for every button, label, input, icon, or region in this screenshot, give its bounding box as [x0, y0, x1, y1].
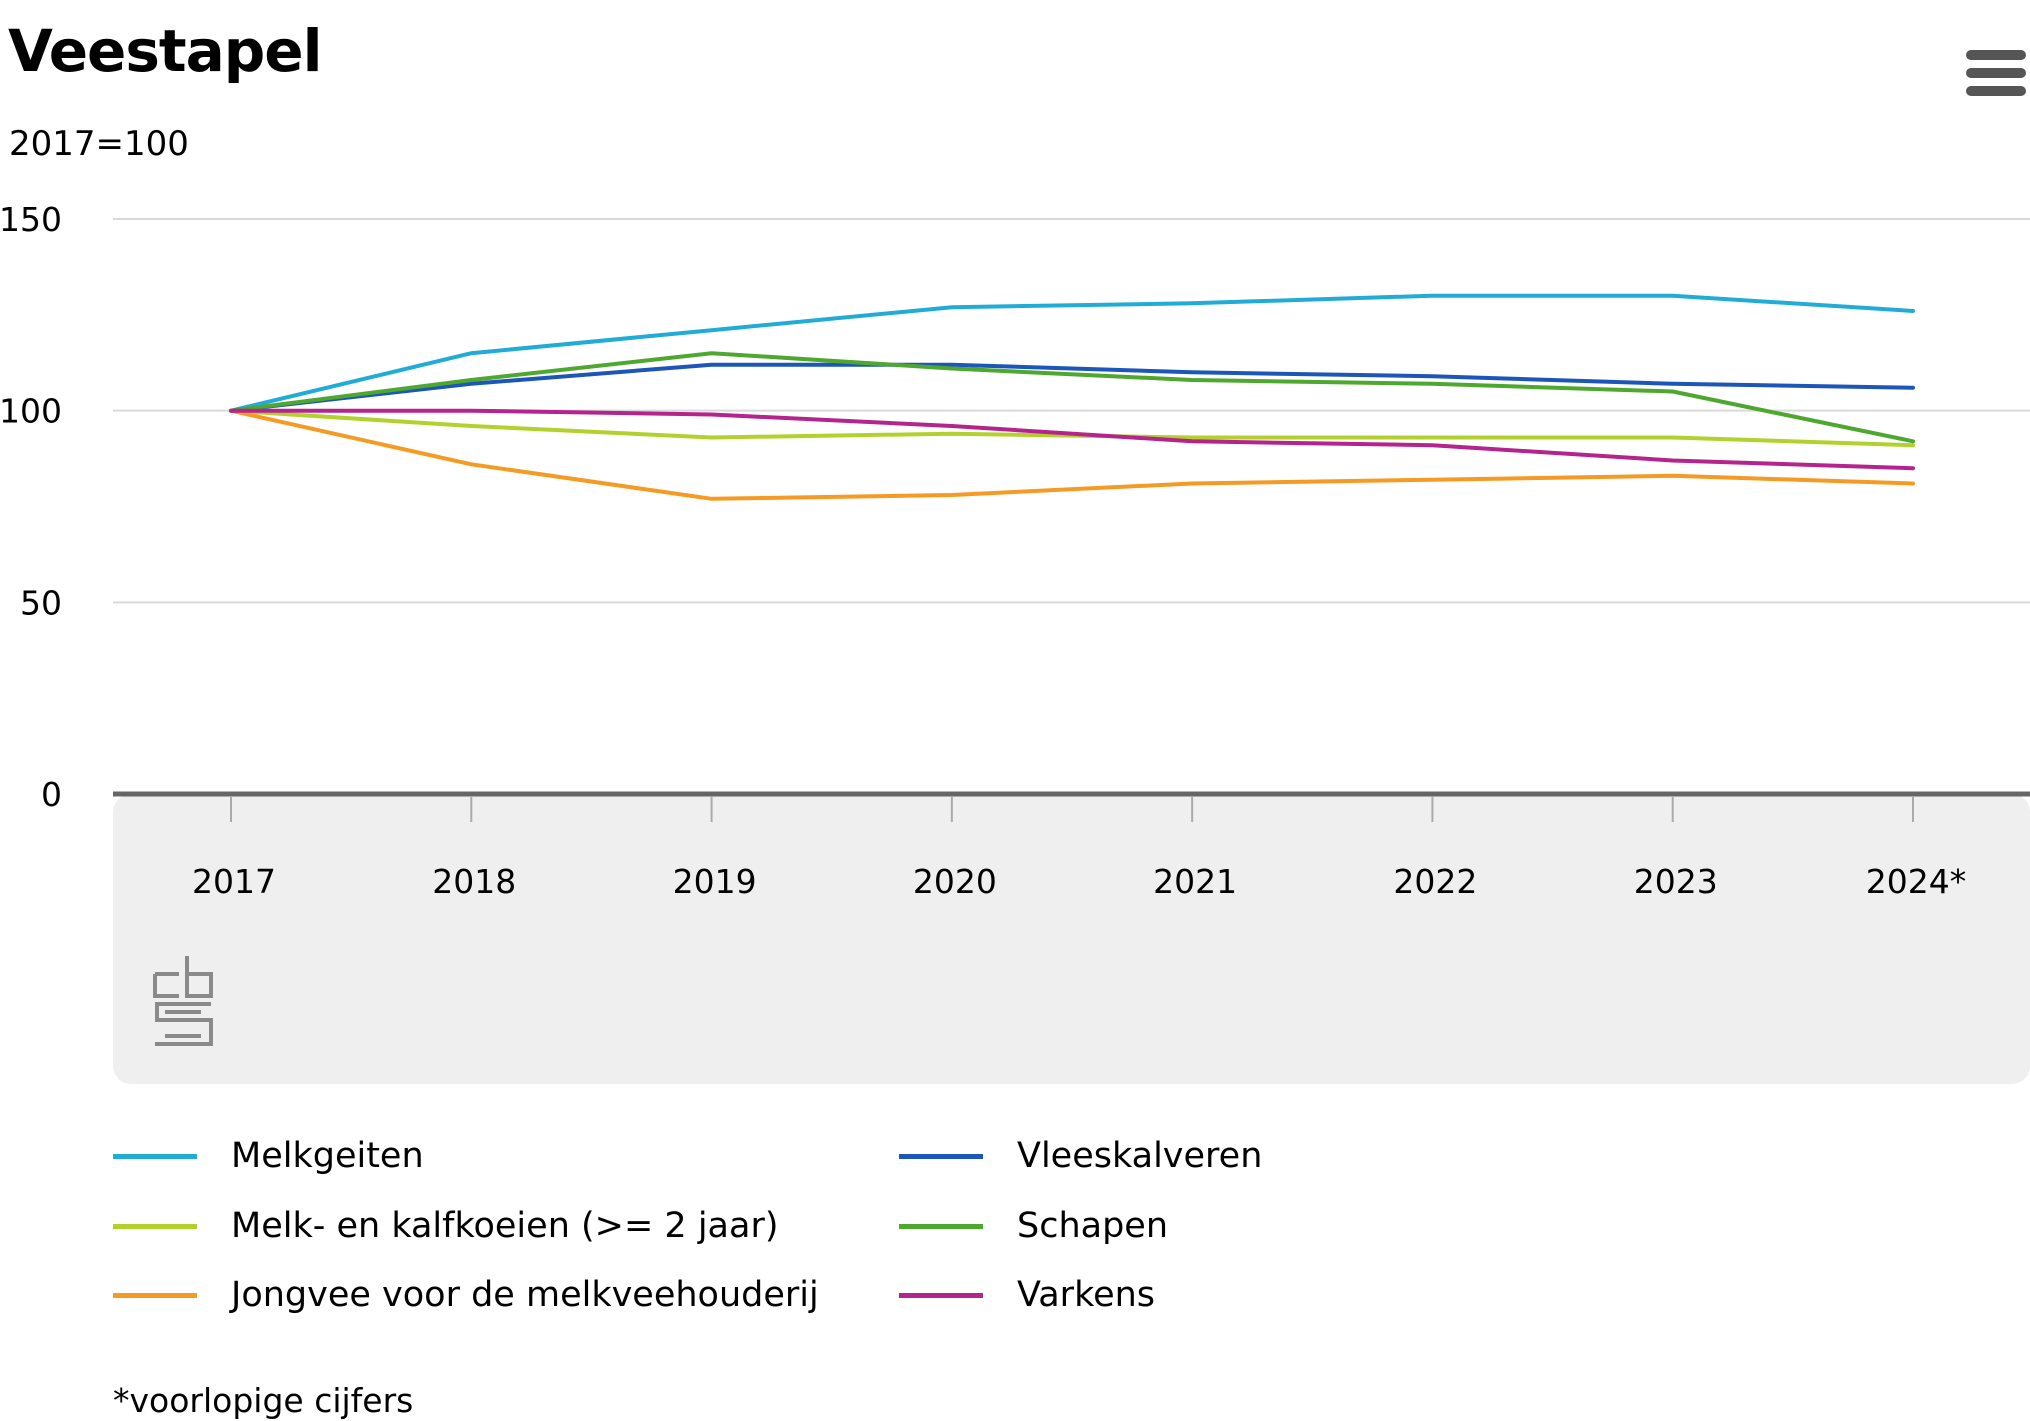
hamburger-menu-icon[interactable]: [1966, 50, 2026, 100]
series-line-schapen[interactable]: [229, 351, 1915, 444]
y-tick-labels: 0 50 100 150: [0, 200, 62, 814]
y-tick-label: 0: [41, 775, 62, 814]
legend-item[interactable]: Schapen: [899, 1201, 1168, 1251]
x-tick-label: 2019: [673, 862, 757, 901]
chart-subtitle: 2017=100: [9, 124, 189, 164]
legend-label: Varkens: [1017, 1274, 1156, 1315]
x-tick-label: 2024*: [1866, 862, 1966, 901]
x-axis-panel: [113, 794, 2030, 1084]
menu-bar: [1966, 86, 2026, 96]
legend-label: Melkgeiten: [231, 1135, 424, 1176]
x-tick-labels: 2017 2018 2019 2020 2021 2022 2023 2024*: [192, 862, 1966, 901]
x-tick-label: 2020: [913, 862, 997, 901]
legend-item[interactable]: Melkgeiten: [113, 1131, 424, 1181]
legend-item[interactable]: Vleeskalveren: [899, 1131, 1262, 1181]
x-tick-label: 2022: [1393, 862, 1477, 901]
legend-label: Jongvee voor de melkveehouderij: [231, 1274, 819, 1315]
y-tick-label: 150: [0, 200, 62, 239]
legend-item[interactable]: Jongvee voor de melkveehouderij: [113, 1270, 819, 1320]
cbs-logo-icon: [153, 956, 213, 1046]
series-line-melkgeiten[interactable]: [229, 293, 1915, 413]
legend-swatch: [113, 1223, 197, 1229]
legend-swatch: [113, 1153, 197, 1159]
legend-swatch: [899, 1292, 983, 1298]
legend-swatch: [113, 1292, 197, 1298]
series-lines: [229, 293, 1915, 501]
menu-bar: [1966, 68, 2026, 78]
y-tick-label: 100: [0, 392, 62, 431]
x-tick-label: 2023: [1634, 862, 1718, 901]
legend-swatch: [899, 1223, 983, 1229]
series-line-vleeskalveren[interactable]: [229, 362, 1915, 413]
legend-item[interactable]: Melk- en kalfkoeien (>= 2 jaar): [113, 1201, 779, 1251]
x-tick-label: 2021: [1153, 862, 1237, 901]
footnote: *voorlopige cijfers: [113, 1381, 414, 1420]
y-tick-label: 50: [20, 583, 62, 622]
chart-title: Veestapel: [8, 17, 323, 85]
x-ticks: [230, 797, 1914, 822]
legend-swatch: [899, 1153, 983, 1159]
x-tick-label: 2018: [432, 862, 516, 901]
series-line-varkens[interactable]: [229, 408, 1915, 471]
legend-item[interactable]: Varkens: [899, 1270, 1155, 1320]
legend-label: Schapen: [1017, 1205, 1169, 1246]
legend-label: Melk- en kalfkoeien (>= 2 jaar): [231, 1205, 779, 1246]
series-line-jongvee-voor-de-melkveehouderij[interactable]: [229, 408, 1915, 501]
menu-bar: [1966, 50, 2026, 60]
series-line-melk-en-kalfkoeien-2-jaar[interactable]: [229, 408, 1915, 448]
x-tick-label: 2017: [192, 862, 276, 901]
legend-label: Vleeskalveren: [1017, 1135, 1263, 1176]
